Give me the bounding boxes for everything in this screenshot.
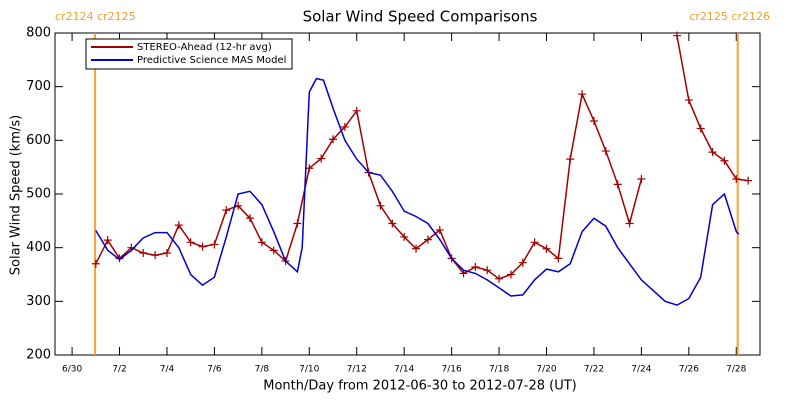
point-marker xyxy=(566,155,575,164)
point-marker xyxy=(530,238,539,247)
y-tick-label: 700 xyxy=(26,79,51,94)
legend-box xyxy=(85,38,293,70)
point-marker xyxy=(684,96,693,105)
point-marker xyxy=(91,259,100,268)
point-marker xyxy=(222,206,231,215)
x-tick-label: 7/16 xyxy=(442,365,462,375)
x-tick-label: 6/30 xyxy=(62,365,82,375)
point-marker xyxy=(506,270,515,279)
point-marker xyxy=(151,251,160,260)
annotation: cr2125 cr2126 xyxy=(689,10,770,23)
point-marker xyxy=(483,266,492,275)
point-marker xyxy=(495,274,504,283)
y-tick-label: 600 xyxy=(26,133,51,148)
point-marker xyxy=(245,214,254,223)
point-marker xyxy=(672,31,681,40)
point-marker xyxy=(412,244,421,253)
point-marker xyxy=(435,225,444,234)
x-tick-label: 7/28 xyxy=(726,365,746,375)
annotation: cr2124 cr2125 xyxy=(55,10,136,23)
point-marker xyxy=(388,219,397,228)
x-tick-label: 7/22 xyxy=(584,365,604,375)
point-marker xyxy=(637,174,646,183)
x-tick-label: 7/2 xyxy=(112,365,126,375)
point-marker xyxy=(744,176,753,185)
x-tick-label: 7/6 xyxy=(207,365,222,375)
point-marker xyxy=(186,238,195,247)
point-marker xyxy=(115,254,124,263)
point-marker xyxy=(376,201,385,210)
y-axis-label: Solar Wind Speed (km/s) xyxy=(9,115,24,275)
chart-title: Solar Wind Speed Comparisons xyxy=(303,8,538,26)
x-tick-label: 7/14 xyxy=(394,365,414,375)
plot-frame xyxy=(54,32,761,356)
x-tick-label: 7/20 xyxy=(536,365,556,375)
point-marker xyxy=(269,246,278,255)
point-marker xyxy=(162,249,171,258)
y-tick-label: 400 xyxy=(26,240,51,255)
point-marker xyxy=(139,249,148,258)
y-tick-label: 500 xyxy=(26,187,51,202)
x-tick-label: 7/12 xyxy=(347,365,367,375)
point-marker xyxy=(696,124,705,133)
y-tick-label: 800 xyxy=(26,26,51,41)
legend-label: STEREO-Ahead (12-hr avg) xyxy=(137,42,272,53)
x-tick-label: 7/8 xyxy=(255,365,270,375)
point-marker xyxy=(554,254,563,263)
point-marker xyxy=(542,244,551,253)
point-marker xyxy=(589,117,598,126)
x-tick-label: 7/18 xyxy=(489,365,509,375)
point-marker xyxy=(317,154,326,163)
point-marker xyxy=(518,258,527,267)
point-marker xyxy=(340,122,349,131)
point-marker xyxy=(423,235,432,244)
point-marker xyxy=(578,90,587,99)
point-marker xyxy=(174,221,183,230)
x-tick-label: 7/24 xyxy=(631,365,651,375)
point-marker xyxy=(708,148,717,157)
point-marker xyxy=(329,135,338,144)
point-marker xyxy=(103,236,112,245)
point-marker xyxy=(352,106,361,115)
point-marker xyxy=(613,180,622,189)
point-marker xyxy=(625,219,634,228)
point-marker xyxy=(257,238,266,247)
point-marker xyxy=(732,174,741,183)
point-marker xyxy=(400,232,409,241)
point-marker xyxy=(210,240,219,249)
y-tick-label: 300 xyxy=(26,294,51,309)
point-marker xyxy=(293,219,302,228)
point-marker xyxy=(601,147,610,156)
point-marker xyxy=(198,242,207,251)
series-line xyxy=(95,77,740,306)
x-tick-label: 7/26 xyxy=(679,365,699,375)
y-tick-label: 200 xyxy=(26,348,51,363)
legend-label: Predictive Science MAS Model xyxy=(137,55,286,66)
point-marker xyxy=(720,156,729,165)
x-axis-label: Month/Day from 2012-06-30 to 2012-07-28 … xyxy=(263,379,576,394)
point-marker xyxy=(471,262,480,271)
x-tick-label: 7/10 xyxy=(299,365,319,375)
x-tick-label: 7/4 xyxy=(160,365,175,375)
point-marker xyxy=(305,164,314,173)
